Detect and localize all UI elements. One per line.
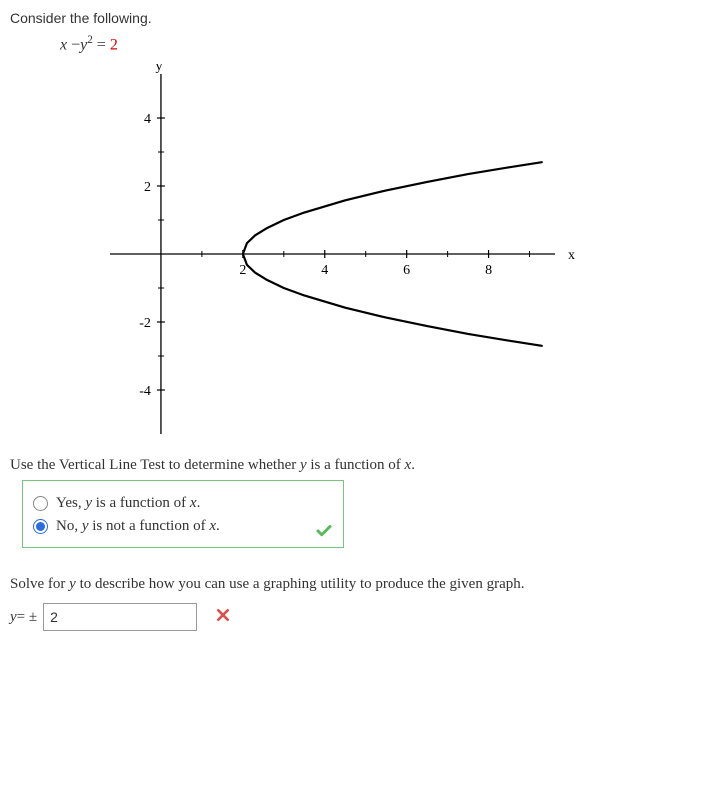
solve-text: Solve for [10,576,69,592]
opt-pre: Yes, [56,495,85,511]
solve-end: to describe how you can use a graphing u… [76,576,525,592]
svg-text:8: 8 [485,263,492,278]
check-icon [315,522,333,543]
chart: 2 4 6 8 -4 -2 2 4 x y [80,64,708,447]
radio-option-yes[interactable]: Yes, y is a function of x. [33,495,333,512]
radio-option-no[interactable]: No, y is not a function of x. [33,518,333,535]
opt-y: y [85,495,92,511]
eq-rhs: 2 [110,36,118,53]
svg-text:-4: -4 [139,384,151,399]
opt-y: y [82,518,89,534]
vlt-end: . [411,457,415,473]
opt-end: . [216,518,220,534]
eq-minus: − [67,36,80,53]
radio-icon [33,496,48,511]
radio-icon [33,519,48,534]
opt-end: . [197,495,201,511]
svg-text:2: 2 [144,180,151,195]
svg-text:6: 6 [403,263,410,278]
svg-text:4: 4 [144,112,151,127]
svg-text:-2: -2 [139,316,151,331]
opt-x: x [209,518,216,534]
svg-text:4: 4 [321,263,328,278]
svg-text:y: y [155,64,162,74]
svg-text:x: x [568,248,575,263]
eq-equals: = [93,36,110,53]
svg-text:2: 2 [239,263,246,278]
answer-value: 2 [50,609,58,625]
solve-y: y [69,576,76,592]
opt-x: x [190,495,197,511]
vlt-mid: is a function of [307,457,405,473]
x-icon [215,607,231,628]
vlt-text: Use the Vertical Line Test to determine … [10,457,300,473]
answer-equals: = ± [17,609,37,626]
answer-y: y [10,609,17,626]
opt-mid: is not a function of [89,518,210,534]
opt-pre: No, [56,518,82,534]
header-text: Consider the following. [10,10,708,26]
solve-prompt: Solve for y to describe how you can use … [10,576,708,593]
equation: x −y2 = 2 [60,34,708,54]
vlt-prompt: Use the Vertical Line Test to determine … [10,457,708,474]
radio-group: Yes, y is a function of x. No, y is not … [22,480,344,548]
answer-input[interactable]: 2 [43,603,197,631]
vlt-y: y [300,457,307,473]
answer-row: y = ± 2 [10,603,708,631]
opt-mid: is a function of [92,495,190,511]
